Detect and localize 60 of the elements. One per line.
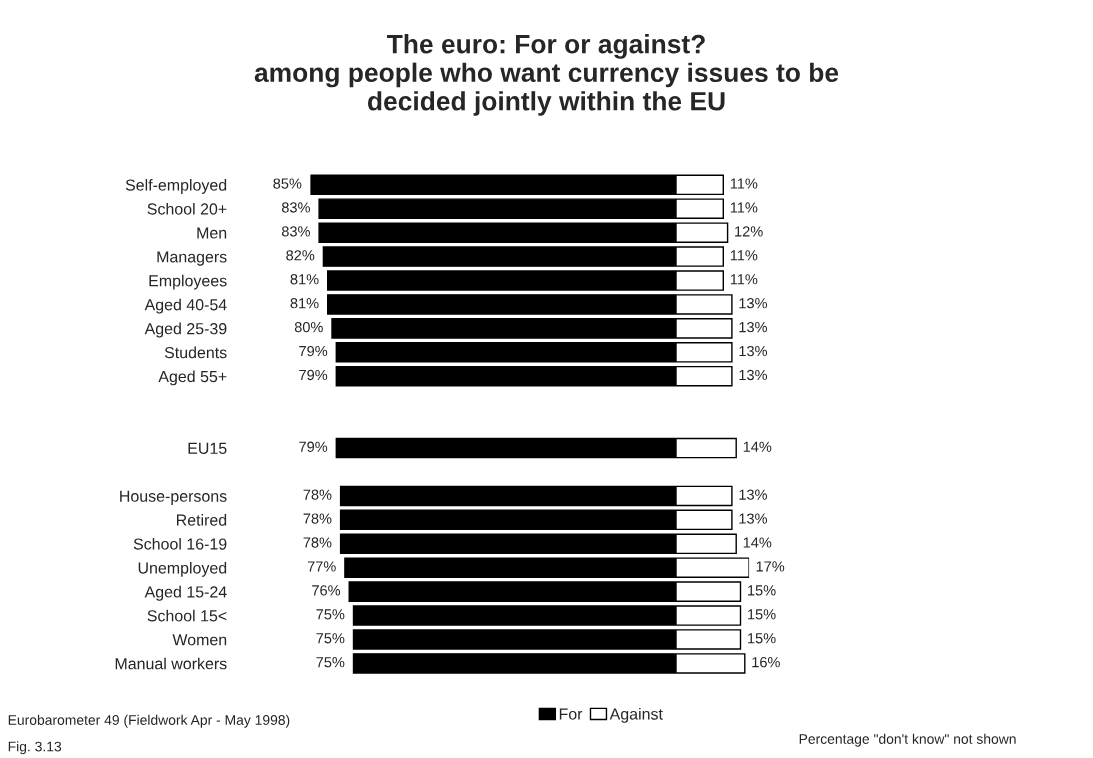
text: Eurobarometer 49 (Fieldwork Apr - May 1998) <box>8 714 290 728</box>
data-label: 11% <box>730 202 758 213</box>
data-label: 81% <box>290 274 319 285</box>
caption: Fig. 3.13 <box>8 741 62 755</box>
text: Percentage "don't know" not shown <box>799 733 1016 747</box>
legend-label: For <box>559 708 583 720</box>
data-label: 75% <box>316 633 345 644</box>
data-label: 83% <box>281 202 310 213</box>
y-tick-label: Retired <box>176 514 227 526</box>
data-label: 13% <box>739 298 768 309</box>
data-label: 76% <box>312 585 341 596</box>
y-tick-label: School 15< <box>147 609 227 622</box>
data-label: 79% <box>299 369 328 381</box>
data-label: 75% <box>316 657 345 668</box>
y-tick-label: Students <box>164 346 227 359</box>
y-tick-label: EU15 <box>188 442 227 454</box>
y-tick-label: Managers <box>157 251 227 266</box>
data-label: 81% <box>290 298 319 309</box>
data-label: 15% <box>748 585 776 596</box>
data-label: 14% <box>743 537 772 548</box>
data-label: 82% <box>286 250 315 261</box>
y-tick-label: Manual workers <box>115 657 227 670</box>
data-label: 75% <box>316 609 345 620</box>
y-tick-label: Unemployed <box>138 561 227 577</box>
y-tick-label: Aged 15-24 <box>144 585 227 601</box>
y-tick-label: Aged 25-39 <box>144 322 227 338</box>
data-label: 79% <box>299 345 328 357</box>
data-label: 85% <box>273 178 302 189</box>
data-label: 13% <box>739 345 768 357</box>
data-label: 14% <box>743 441 772 452</box>
y-tick-label: Women <box>172 634 227 646</box>
data-label: 78% <box>303 513 332 524</box>
data-label: 11% <box>730 178 758 189</box>
data-label: 78% <box>303 537 332 548</box>
y-tick-label: School 16-19 <box>133 537 227 550</box>
data-label: 16% <box>752 657 780 668</box>
data-label: 15% <box>748 609 776 620</box>
data-label: 79% <box>299 441 328 452</box>
y-tick-label: Men <box>197 227 227 239</box>
data-label: 13% <box>739 513 768 524</box>
y-tick-label: School 20+ <box>147 202 227 215</box>
data-label: 13% <box>739 321 768 333</box>
data-label: 77% <box>307 561 336 572</box>
data-label: 83% <box>281 226 310 237</box>
y-tick-label: Self-employed <box>125 179 227 194</box>
chart-title: The euro: For or against? among people who want currency issues to be decided jointly within the EU <box>254 34 839 116</box>
data-label: 11% <box>730 274 758 285</box>
y-tick-label: House-persons <box>120 490 227 505</box>
y-tick-label: Aged 55+ <box>158 370 227 386</box>
y-tick-label: Aged 40-54 <box>144 298 227 314</box>
y-tick-label: Employees <box>149 274 227 290</box>
data-label: 11% <box>730 250 758 261</box>
legend-label: Against <box>609 707 663 723</box>
data-label: 13% <box>739 369 768 381</box>
data-label: 13% <box>739 489 768 500</box>
data-label: 17% <box>756 561 785 572</box>
data-label: 78% <box>303 489 332 500</box>
data-label: 80% <box>294 321 323 333</box>
data-label: 15% <box>748 633 776 644</box>
data-label: 12% <box>735 226 763 237</box>
